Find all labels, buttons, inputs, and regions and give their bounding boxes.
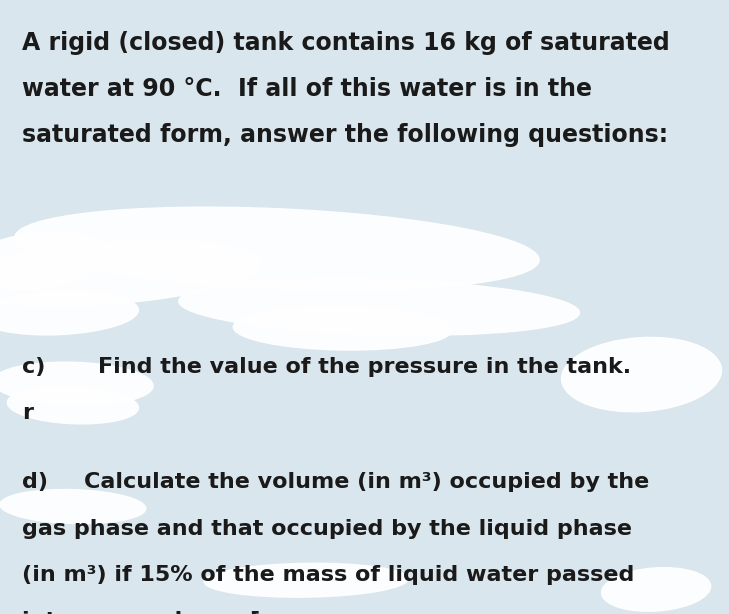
Text: r: r	[22, 403, 33, 424]
Ellipse shape	[0, 489, 146, 524]
Text: gas phase and that occupied by the liquid phase: gas phase and that occupied by the liqui…	[22, 518, 632, 538]
Ellipse shape	[233, 307, 452, 350]
Ellipse shape	[0, 241, 262, 306]
Ellipse shape	[204, 563, 408, 597]
Ellipse shape	[601, 568, 711, 611]
Text: (in m³) if 15% of the mass of liquid water passed: (in m³) if 15% of the mass of liquid wat…	[22, 565, 634, 585]
Text: into vapor phase. [: into vapor phase. [	[22, 610, 260, 614]
Text: water at 90 °C.  If all of this water is in the: water at 90 °C. If all of this water is …	[22, 77, 592, 101]
Text: saturated form, answer the following questions:: saturated form, answer the following que…	[22, 123, 668, 147]
Ellipse shape	[179, 279, 580, 335]
Ellipse shape	[0, 232, 109, 290]
Ellipse shape	[0, 292, 139, 335]
Ellipse shape	[0, 362, 153, 405]
Text: d): d)	[22, 473, 48, 492]
Ellipse shape	[15, 207, 539, 290]
Text: A rigid (closed) tank contains 16 kg of saturated: A rigid (closed) tank contains 16 kg of …	[22, 31, 670, 55]
Ellipse shape	[561, 337, 722, 412]
Text: c): c)	[22, 357, 45, 378]
Ellipse shape	[7, 387, 139, 424]
Text: Calculate the volume (in m³) occupied by the: Calculate the volume (in m³) occupied by…	[84, 473, 649, 492]
Text: Find the value of the pressure in the tank.: Find the value of the pressure in the ta…	[98, 357, 631, 378]
